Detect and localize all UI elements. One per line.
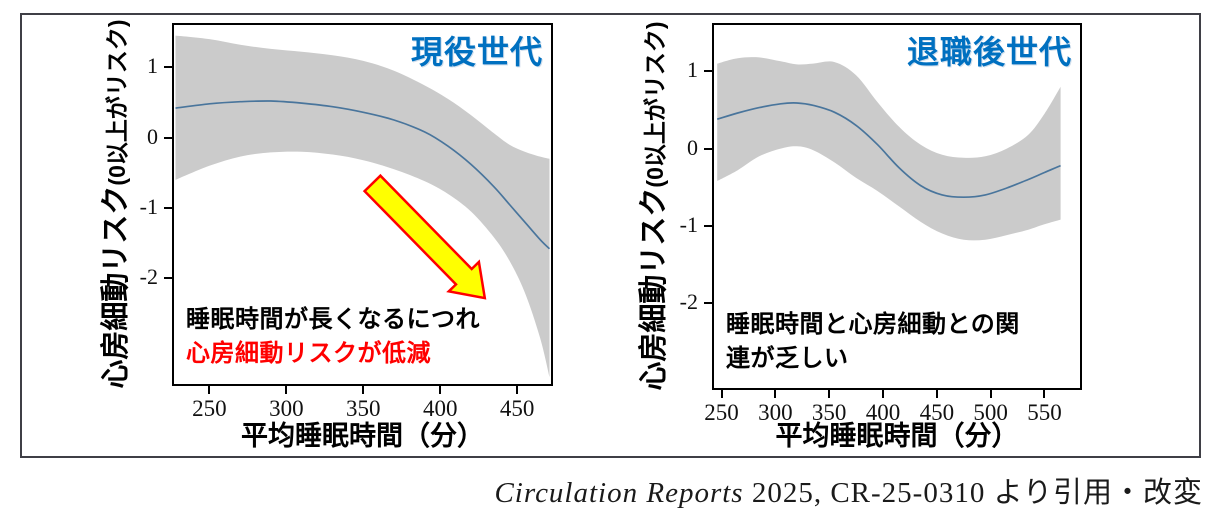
journal-name: Circulation Reports [494, 477, 744, 509]
x-tick-label: 250 [192, 396, 227, 421]
x-tick-label: 400 [865, 400, 901, 425]
annotation-line: 睡眠時間と心房細動との関 [726, 311, 1020, 338]
confidence-band [175, 35, 550, 377]
x-axis-label-left: 平均睡眠時間（分） [241, 421, 484, 451]
y-tick-label: -1 [679, 211, 698, 237]
y-tick-label: 1 [147, 53, 158, 79]
x-tick-mark [720, 390, 723, 398]
y-tick-mark [704, 224, 712, 227]
x-tick-mark [516, 386, 519, 394]
annotation-working-generation: 睡眠時間が長くなるにつれ 心房細動リスクが低減 [186, 303, 480, 371]
risk-curve [175, 100, 551, 250]
confidence-band [717, 57, 1061, 241]
y-tick-mark [164, 136, 172, 139]
annotation-retired-generation: 睡眠時間と心房細動との関 連が乏しい [726, 308, 1020, 376]
annotation-line: 連が乏しい [726, 345, 849, 372]
y-tick-mark [704, 70, 712, 73]
y-tick-mark [164, 66, 172, 69]
y-axis-label-sub: (0以上がリスク) [642, 21, 668, 188]
decreasing-risk-arrow [362, 173, 487, 300]
x-axis-label-right: 平均睡眠時間（分） [775, 421, 1019, 451]
x-tick-mark [774, 390, 777, 398]
y-tick-mark [704, 147, 712, 150]
y-tick-label: 0 [687, 134, 698, 160]
y-axis-label-sub: (0以上がリスク) [104, 19, 130, 186]
x-tick-mark [285, 386, 288, 394]
x-tick-mark [882, 390, 884, 398]
x-tick-mark [989, 390, 992, 398]
x-tick-label: 500 [973, 400, 1008, 425]
chart-panel-working-generation: 現役世代 睡眠時間が長くなるにつれ 心房細動リスクが低減 [172, 23, 553, 386]
y-tick-label: -1 [139, 194, 158, 220]
y-tick-label: 1 [687, 57, 698, 83]
x-tick-mark [935, 390, 938, 398]
x-tick-mark [208, 386, 211, 394]
regression-plot-working-generation [175, 35, 551, 377]
x-tick-label: 400 [422, 396, 458, 421]
x-tick-mark [439, 386, 442, 394]
x-tick-label: 550 [1027, 400, 1062, 425]
x-tick-label: 450 [919, 400, 955, 425]
y-tick-label: -2 [679, 289, 698, 315]
risk-curve [716, 102, 1061, 199]
chart-title-working-generation: 現役世代 [410, 34, 543, 70]
x-tick-label: 350 [811, 400, 847, 425]
caption-rest: 2025, CR-25-0310 より引用・改変 [743, 477, 1203, 509]
y-tick-mark [704, 302, 712, 305]
x-tick-mark [1043, 390, 1046, 398]
chart-title-retired-generation: 退職後世代 [906, 34, 1072, 70]
x-tick-label: 250 [704, 400, 739, 425]
x-tick-mark [828, 390, 831, 398]
annotation-line: 心房細動リスクが低減 [186, 340, 431, 367]
y-tick-mark [164, 207, 172, 210]
y-tick-label: -2 [139, 264, 158, 290]
chart-panel-retired-generation: 退職後世代 睡眠時間と心房細動との関 連が乏しい [712, 23, 1082, 390]
annotation-line: 睡眠時間が長くなるにつれ [186, 306, 480, 333]
x-tick-mark [362, 386, 365, 394]
x-tick-label: 300 [758, 400, 793, 425]
x-tick-label: 450 [499, 396, 535, 421]
x-tick-label: 300 [269, 396, 304, 421]
regression-plot-retired-generation [716, 57, 1061, 241]
y-tick-mark [164, 277, 172, 280]
x-tick-label: 350 [346, 396, 381, 421]
source-caption: Circulation Reports 2025, CR-25-0310 より引… [494, 469, 1203, 511]
y-tick-label: 0 [147, 123, 158, 149]
